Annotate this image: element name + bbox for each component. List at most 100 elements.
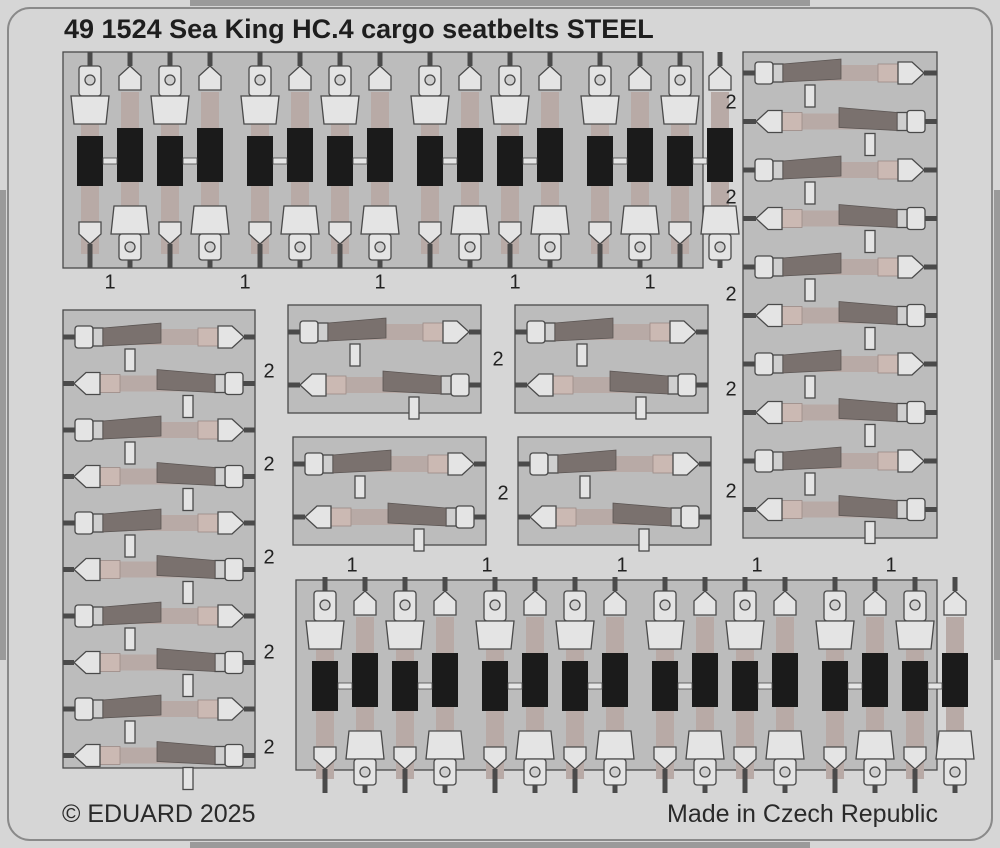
origin-text: Made in Czech Republic: [667, 800, 938, 828]
seatbelt-row: [743, 204, 937, 254]
belt-tongue: [838, 204, 898, 228]
buckle-block: [352, 653, 378, 707]
connector-bar: [182, 157, 198, 165]
seatbelt-pair: [725, 577, 805, 793]
buckle-block: [482, 661, 508, 711]
end-fitting: [73, 371, 101, 396]
buckle-housing: [685, 730, 725, 760]
buckle-block: [157, 136, 183, 186]
end-fitting: [217, 604, 245, 628]
buckle-housing: [815, 620, 855, 650]
anchor-hole: [319, 599, 331, 611]
end-fitting: [217, 697, 245, 721]
belt-tongue: [609, 370, 669, 395]
belt-tongue: [554, 317, 614, 342]
stitch-patch: [422, 322, 444, 342]
seatbelt-pair: [320, 52, 400, 268]
seatbelt-row: [63, 508, 255, 558]
connector-bar: [102, 157, 118, 165]
buckle-block: [247, 136, 273, 186]
adjuster-bracket: [576, 343, 588, 367]
buckle-housing: [855, 730, 895, 760]
seatbelt-pair: [490, 52, 570, 268]
buckle-block: [772, 653, 798, 707]
buckle-clip: [529, 452, 549, 476]
part-number-label: 1: [509, 271, 521, 294]
adjuster-bracket: [354, 475, 366, 499]
adjuster-bracket: [182, 394, 194, 419]
tongue-fitting: [368, 65, 392, 91]
stitch-patch: [877, 257, 899, 277]
buckle-block: [667, 136, 693, 186]
adjuster-bracket: [579, 475, 591, 499]
buckle-slider: [317, 322, 329, 342]
buckle-housing: [360, 205, 400, 235]
buckle-slider: [547, 454, 559, 474]
buckle-slider: [214, 652, 226, 673]
end-fitting: [73, 557, 101, 582]
anchor-hole: [609, 766, 621, 778]
buckle-clip: [455, 505, 475, 529]
buckle-block: [117, 128, 143, 182]
buckle-housing: [385, 620, 425, 650]
part-number-label: 1: [481, 554, 493, 577]
end-fitting: [755, 206, 783, 231]
seatbelt-pair: [895, 577, 975, 793]
adjuster-bracket: [638, 528, 650, 552]
adjuster-bracket: [864, 326, 876, 351]
tongue-fitting: [588, 221, 612, 245]
belt-tongue: [156, 648, 216, 672]
buckle-clip: [906, 400, 926, 425]
buckle-block: [587, 136, 613, 186]
buckle-slider: [772, 451, 784, 471]
buckle-slider: [896, 402, 908, 423]
seatbelt-pair: [410, 52, 490, 268]
adjuster-bracket: [864, 229, 876, 254]
stitch-patch: [197, 606, 219, 626]
seatbelt-row: [515, 317, 708, 367]
belt-tongue: [782, 349, 842, 374]
buckle-housing: [450, 205, 490, 235]
tongue-fitting: [523, 590, 547, 616]
buckle-clip: [754, 158, 774, 182]
anchor-hole: [124, 241, 136, 253]
seatbelt-row: [743, 349, 937, 399]
buckle-clip: [74, 325, 94, 349]
anchor-hole: [714, 241, 726, 253]
buckle-housing: [580, 95, 620, 125]
buckle-block: [327, 136, 353, 186]
seatbelt-pair: [580, 52, 660, 268]
seatbelt-row: [743, 398, 937, 448]
stitch-patch: [99, 467, 121, 486]
tongue-fitting: [313, 746, 337, 770]
belt-tongue: [332, 449, 392, 474]
tongue-fitting: [248, 221, 272, 245]
belt-tongue: [102, 694, 162, 719]
buckle-clip: [74, 697, 94, 721]
seatbelt-row: [63, 322, 255, 372]
connector-bar: [352, 157, 368, 165]
stitch-patch: [652, 454, 674, 474]
buckle-clip: [74, 511, 94, 535]
buckle-block: [627, 128, 653, 182]
tongue-fitting: [78, 221, 102, 245]
seatbelt-pair: [150, 52, 230, 268]
stitch-patch: [781, 209, 803, 228]
adjuster-bracket: [635, 396, 647, 420]
buckle-housing: [935, 730, 975, 760]
buckle-block: [197, 128, 223, 182]
belt-tongue: [156, 555, 216, 579]
stitch-patch: [197, 420, 219, 440]
buckle-slider: [214, 373, 226, 394]
seatbelt-row: [293, 449, 486, 499]
seatbelt-row: [63, 648, 255, 698]
buckle-clip: [677, 373, 697, 397]
buckle-slider: [896, 111, 908, 132]
end-fitting: [529, 505, 557, 529]
anchor-hole: [464, 241, 476, 253]
seatbelt-row: [743, 107, 937, 157]
anchor-hole: [569, 599, 581, 611]
adjuster-bracket: [804, 84, 816, 108]
